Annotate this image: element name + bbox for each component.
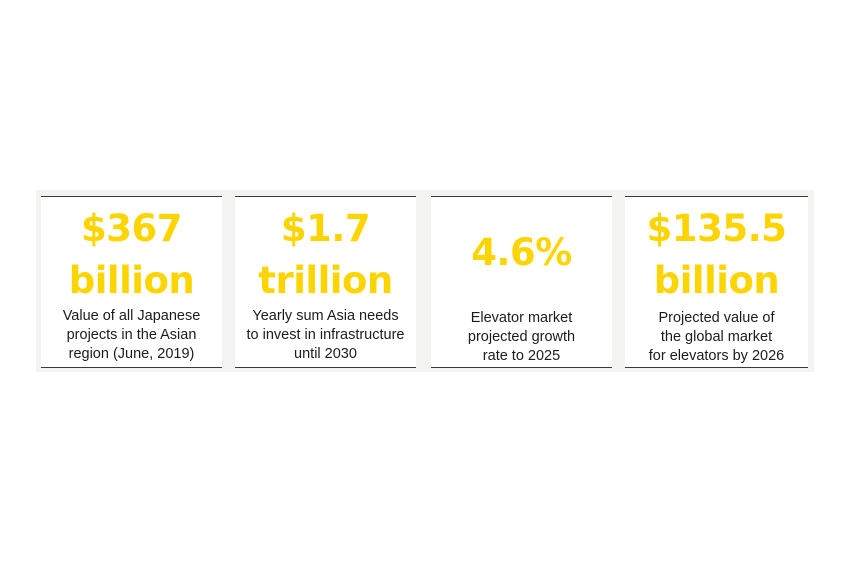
stat-description-line: the global market [660, 329, 773, 345]
stat-value-unit: billion [653, 259, 780, 302]
stat-value-amount: 4.6% [471, 231, 572, 274]
stat-card-asia-infrastructure: $1.7 trillion Yearly sum Asia needs to i… [235, 196, 416, 368]
stat-description-line: Elevator market [470, 310, 573, 326]
stat-description: Value of all Japanese projects in the As… [41, 307, 222, 364]
stat-value-amount: $135.5 [646, 207, 787, 250]
stat-description-line: for elevators by 2026 [648, 348, 785, 364]
stat-value-unit: trillion [258, 259, 393, 302]
stat-card-elevator-market-value: $135.5 billion Projected value of the gl… [625, 196, 808, 368]
stat-description-line: rate to 2025 [482, 348, 561, 364]
stat-value-amount: $367 [81, 207, 182, 250]
stat-description-line: to invest in infrastructure [246, 327, 405, 343]
stat-description: Yearly sum Asia needs to invest in infra… [235, 307, 416, 364]
stat-description-line: projects in the Asian [66, 327, 197, 343]
stat-card-japanese-projects: $367 billion Value of all Japanese proje… [41, 196, 222, 368]
stat-value: $367 billion [41, 203, 222, 307]
stat-value-unit: billion [68, 259, 195, 302]
stat-value: $1.7 trillion [235, 203, 416, 307]
stat-description-line: Yearly sum Asia needs [252, 308, 399, 324]
stat-description-line: until 2030 [294, 346, 357, 362]
stat-card-elevator-growth: 4.6% Elevator market projected growth ra… [431, 196, 612, 368]
stat-value: $135.5 billion [625, 203, 808, 307]
stat-description-line: region (June, 2019) [68, 346, 195, 362]
stat-description: Projected value of the global market for… [625, 309, 808, 366]
stat-description-line: Projected value of [658, 310, 775, 326]
stat-description-line: projected growth [467, 329, 576, 345]
stat-value-amount: $1.7 [280, 207, 371, 250]
stat-description: Elevator market projected growth rate to… [431, 309, 612, 366]
stat-value: 4.6% [431, 227, 612, 279]
stat-description-line: Value of all Japanese [62, 308, 201, 324]
